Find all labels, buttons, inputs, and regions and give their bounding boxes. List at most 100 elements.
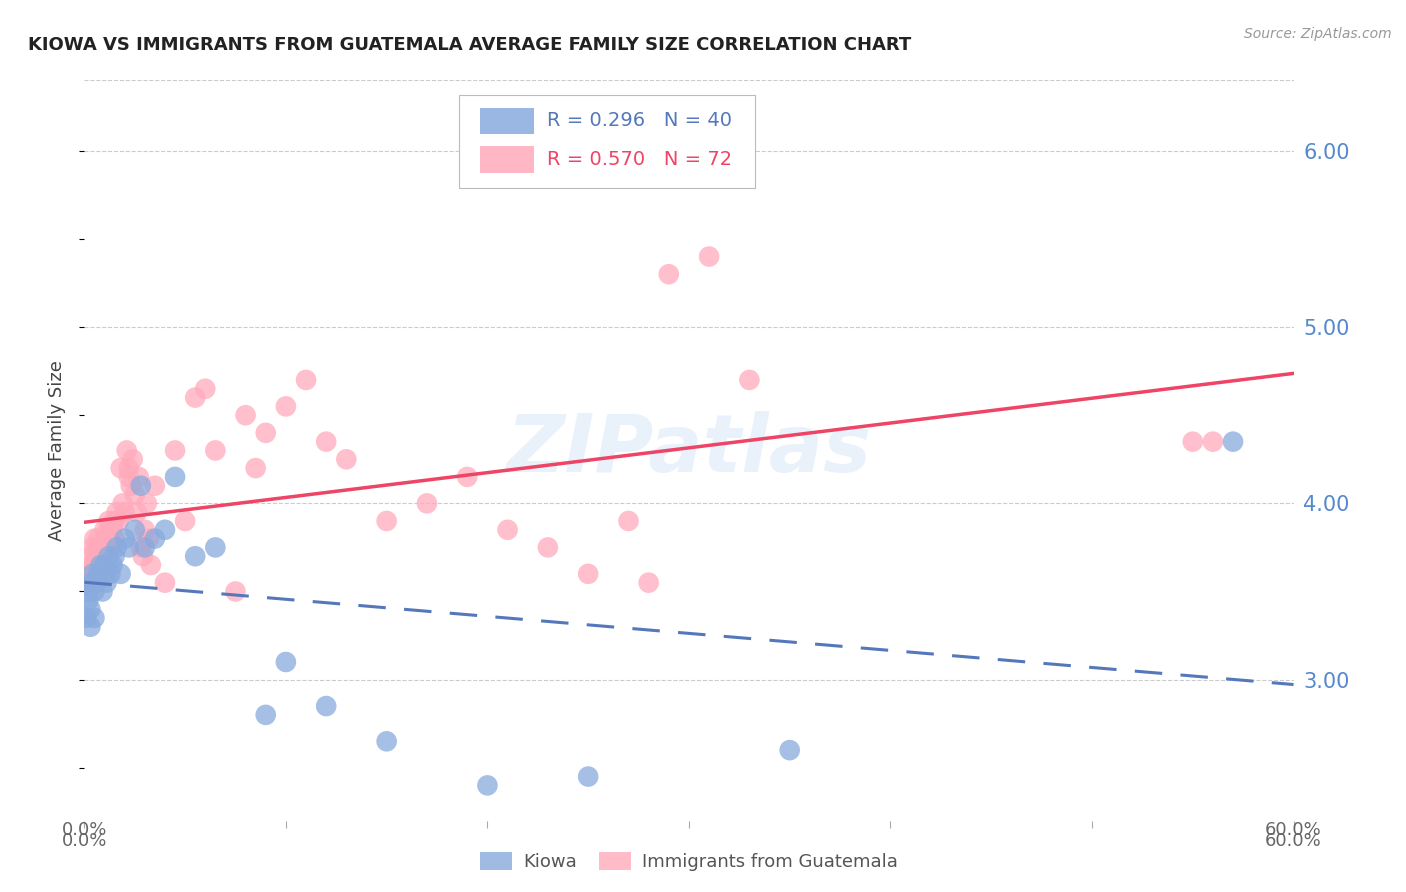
Point xyxy=(91,541,114,555)
Point xyxy=(779,743,801,757)
Point xyxy=(184,549,207,564)
Point xyxy=(124,523,146,537)
Text: KIOWA VS IMMIGRANTS FROM GUATEMALA AVERAGE FAMILY SIZE CORRELATION CHART: KIOWA VS IMMIGRANTS FROM GUATEMALA AVERA… xyxy=(28,36,911,54)
Point xyxy=(235,408,257,422)
Point xyxy=(315,699,337,714)
Point xyxy=(204,541,226,555)
Point xyxy=(128,470,150,484)
Point xyxy=(617,514,640,528)
Point xyxy=(87,532,110,546)
Point xyxy=(105,541,128,555)
Point xyxy=(101,558,124,572)
Point xyxy=(96,532,118,546)
Point xyxy=(1202,434,1225,449)
Point xyxy=(93,549,115,564)
Point xyxy=(110,566,132,581)
Point xyxy=(165,470,187,484)
Point xyxy=(121,452,143,467)
Point xyxy=(254,425,277,440)
Text: 60.0%: 60.0% xyxy=(1265,831,1322,850)
Point xyxy=(274,400,297,414)
Point xyxy=(87,558,110,572)
Point xyxy=(143,532,166,546)
Point xyxy=(138,532,160,546)
Point xyxy=(194,382,217,396)
Point xyxy=(100,566,122,581)
Point xyxy=(89,558,111,572)
Point xyxy=(97,549,120,564)
Point xyxy=(135,496,157,510)
Point xyxy=(79,602,101,616)
Point xyxy=(93,523,115,537)
Point xyxy=(111,496,134,510)
Point xyxy=(637,575,659,590)
Point xyxy=(132,549,155,564)
Point xyxy=(184,391,207,405)
Point xyxy=(83,611,105,625)
Point xyxy=(456,470,478,484)
Point xyxy=(77,584,100,599)
Text: 0.0%: 0.0% xyxy=(62,831,107,850)
Point xyxy=(89,549,111,564)
Point xyxy=(87,566,110,581)
Point xyxy=(82,566,104,581)
Point xyxy=(79,620,101,634)
Point xyxy=(79,549,101,564)
Point xyxy=(315,434,337,449)
Point xyxy=(105,505,128,519)
Point xyxy=(82,566,104,581)
Point xyxy=(93,558,115,572)
Point xyxy=(118,541,141,555)
Point xyxy=(86,549,108,564)
Point xyxy=(254,707,277,722)
Point xyxy=(79,558,101,572)
FancyBboxPatch shape xyxy=(479,146,534,173)
Point xyxy=(129,541,152,555)
Point xyxy=(86,541,108,555)
Text: 0.0%: 0.0% xyxy=(62,821,107,838)
Point xyxy=(83,558,105,572)
Point xyxy=(75,611,97,625)
Point xyxy=(77,566,100,581)
Point xyxy=(1181,434,1204,449)
Point xyxy=(125,505,148,519)
Point xyxy=(153,575,176,590)
Point xyxy=(134,523,156,537)
Text: 60.0%: 60.0% xyxy=(1265,821,1322,838)
Point xyxy=(83,532,105,546)
Text: R = 0.570   N = 72: R = 0.570 N = 72 xyxy=(547,150,733,169)
Point xyxy=(165,443,187,458)
Point xyxy=(697,250,720,264)
Point xyxy=(738,373,761,387)
Point xyxy=(118,470,141,484)
Point xyxy=(129,479,152,493)
Point xyxy=(174,514,197,528)
Point xyxy=(96,541,118,555)
Text: R = 0.296   N = 40: R = 0.296 N = 40 xyxy=(547,112,733,130)
Point xyxy=(75,575,97,590)
Point xyxy=(118,461,141,475)
Point xyxy=(225,584,247,599)
Point xyxy=(245,461,267,475)
Point xyxy=(204,443,226,458)
Y-axis label: Average Family Size: Average Family Size xyxy=(48,360,66,541)
Point xyxy=(115,443,138,458)
Point xyxy=(124,487,146,501)
Point xyxy=(114,532,136,546)
Point xyxy=(104,549,127,564)
Point xyxy=(104,532,127,546)
Point xyxy=(477,778,499,792)
Point xyxy=(104,514,127,528)
Point xyxy=(86,575,108,590)
Point xyxy=(100,541,122,555)
Legend: Kiowa, Immigrants from Guatemala: Kiowa, Immigrants from Guatemala xyxy=(472,845,905,879)
Point xyxy=(143,479,166,493)
Point xyxy=(91,584,114,599)
Point xyxy=(83,584,105,599)
Point xyxy=(375,514,398,528)
Point xyxy=(96,575,118,590)
Point xyxy=(416,496,439,510)
Text: Source: ZipAtlas.com: Source: ZipAtlas.com xyxy=(1244,27,1392,41)
Point xyxy=(537,541,560,555)
Point xyxy=(139,558,162,572)
